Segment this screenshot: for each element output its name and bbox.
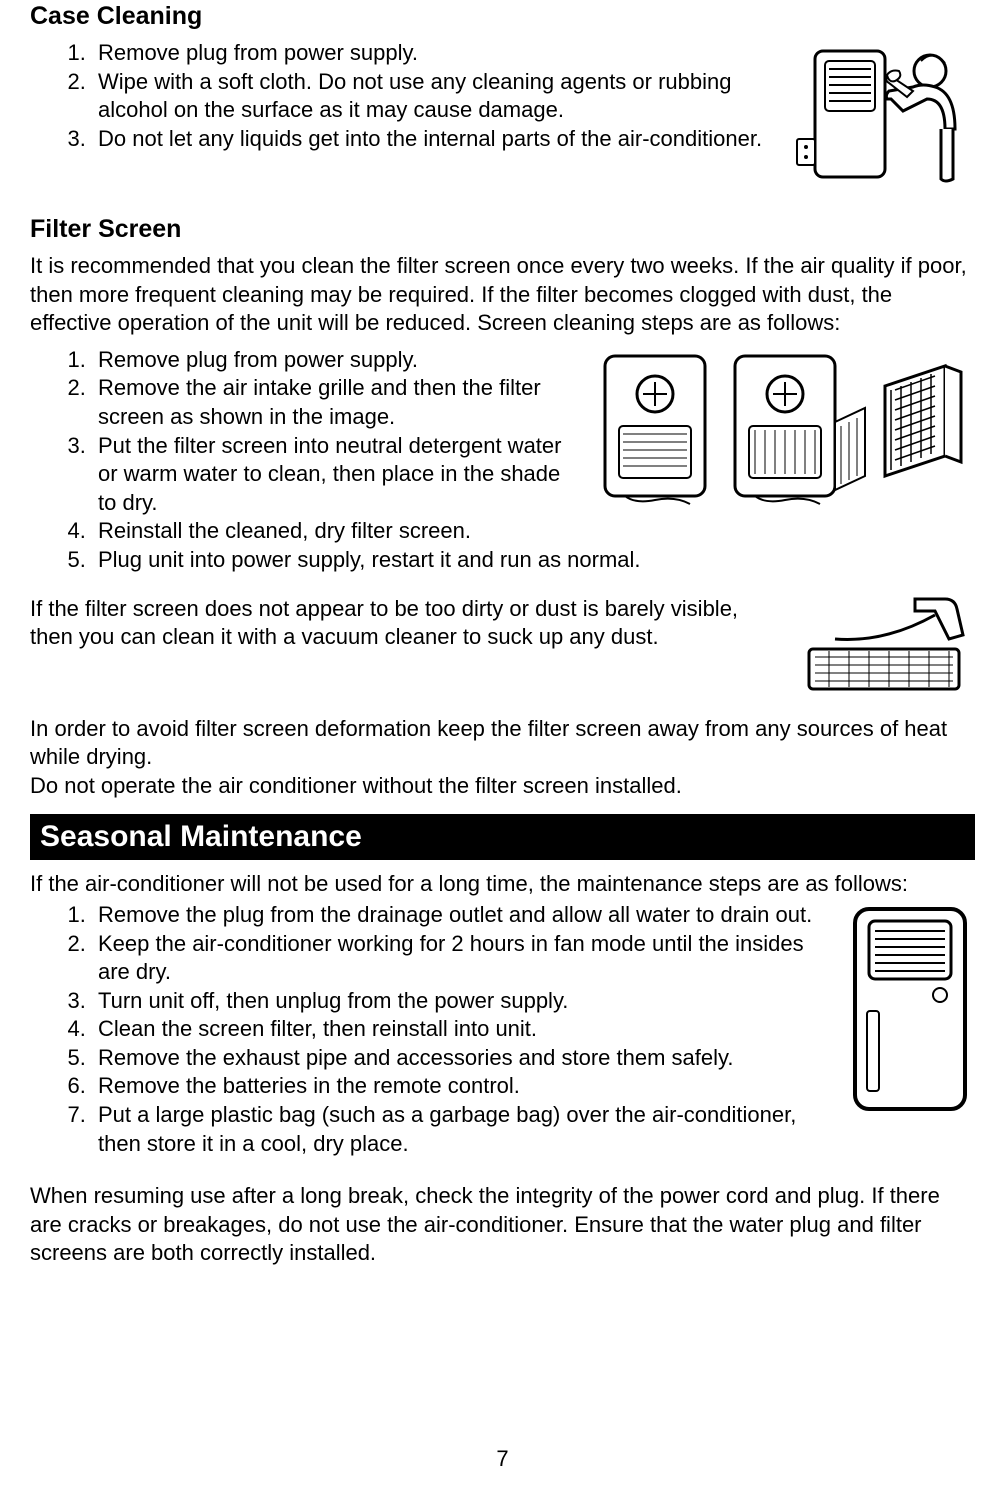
list-item: Plug unit into power supply, restart it … (92, 546, 975, 575)
heading-seasonal-maintenance: Seasonal Maintenance (30, 814, 975, 860)
seasonal-intro: If the air-conditioner will not be used … (30, 870, 975, 899)
filter-screen-illustration (595, 346, 975, 506)
seasonal-steps: Remove the plug from the drainage outlet… (30, 901, 975, 1158)
list-item: Put a large plastic bag (such as a garba… (92, 1101, 975, 1158)
list-item: Remove the exhaust pipe and accessories … (92, 1044, 975, 1073)
heading-case-cleaning: Case Cleaning (30, 0, 975, 31)
heading-filter-screen: Filter Screen (30, 213, 975, 244)
list-item: Reinstall the cleaned, dry filter screen… (92, 517, 975, 546)
seasonal-illustration (845, 901, 975, 1121)
list-item: Clean the screen filter, then reinstall … (92, 1015, 975, 1044)
list-item: Remove the batteries in the remote contr… (92, 1072, 975, 1101)
list-item: Turn unit off, then unplug from the powe… (92, 987, 975, 1016)
heat-note: In order to avoid filter screen deformat… (30, 715, 975, 772)
list-item: Remove the plug from the drainage outlet… (92, 901, 975, 930)
vacuum-illustration (795, 595, 975, 695)
filter-screen-intro: It is recommended that you clean the fil… (30, 252, 975, 338)
page-number: 7 (0, 1446, 1005, 1472)
operate-note: Do not operate the air conditioner witho… (30, 772, 975, 801)
case-cleaning-illustration (795, 39, 975, 189)
resume-note: When resuming use after a long break, ch… (30, 1182, 975, 1268)
list-item: Keep the air-conditioner working for 2 h… (92, 930, 975, 987)
